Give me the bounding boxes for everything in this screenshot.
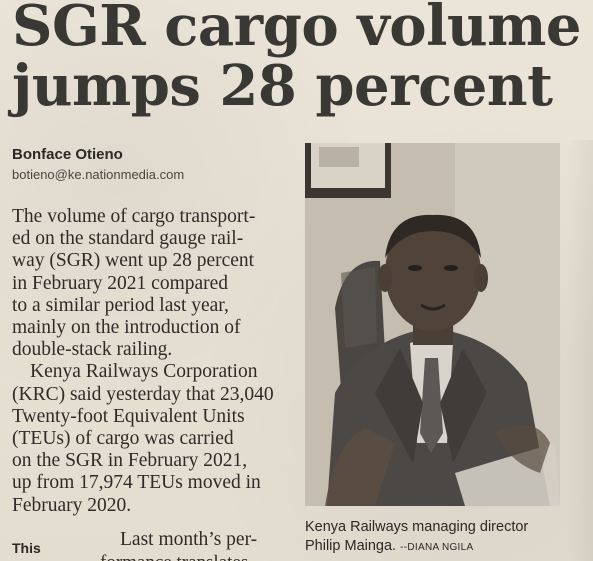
- text-line: The volume of cargo transport-: [12, 206, 256, 227]
- text-line: Twenty-foot Equivalent Units: [12, 405, 245, 427]
- text-line: ed on the standard gauge rail-: [12, 228, 244, 250]
- caption-line-1: Kenya Railways managing director: [305, 519, 529, 535]
- author-name: Bonface Otieno: [12, 146, 123, 163]
- text-line: double-stack railing.: [12, 339, 173, 361]
- text-line: on the SGR in February 2021,: [12, 450, 248, 472]
- page-edge-shadow: [566, 140, 593, 561]
- headline-line-2: jumps 28 percent: [12, 53, 553, 119]
- text-line: way (SGR) went up 28 percent: [12, 250, 255, 272]
- photo-caption: Kenya Railways managing director Philip …: [305, 518, 587, 557]
- portrait-illustration: [305, 143, 560, 506]
- photo-credit: --DIANA NGILA: [400, 542, 474, 553]
- paragraph-3-start: Last month’s per-: [120, 529, 258, 550]
- headline-line-1: SGR cargo volume: [12, 0, 581, 59]
- caption-name: Philip Mainga.: [305, 538, 397, 554]
- byline: Bonface Otieno botieno@ke.nationmedia.co…: [12, 146, 184, 182]
- text-line: (TEUs) of cargo was carried: [12, 428, 234, 450]
- text-line: Kenya Railways Corporation: [30, 361, 258, 383]
- text-line: (KRC) said yesterday that 23,040: [12, 383, 274, 405]
- text-line: in February 2021 compared: [12, 272, 229, 294]
- text-line: to a similar period last year,: [12, 294, 229, 316]
- article-body: The volume of cargo transport- ed on the…: [12, 206, 290, 517]
- text-line: February 2020.: [12, 494, 132, 516]
- caption-line-2: Philip Mainga. --DIANA NGILA: [305, 537, 587, 557]
- author-email: botieno@ke.nationmedia.com: [12, 167, 185, 182]
- news-photo: [305, 143, 560, 506]
- cut-off-line: formance translates: [100, 552, 280, 561]
- headline: SGR cargo volume jumps 28 percent: [12, 0, 587, 116]
- paragraph-2: Kenya Railways Corporation (KRC) said ye…: [12, 361, 290, 516]
- text-line: up from 17,974 TEUs moved in: [12, 472, 261, 494]
- text-line: mainly on the introduction of: [12, 317, 241, 339]
- subhead: This: [12, 540, 41, 556]
- paragraph-1: The volume of cargo transport- ed on the…: [12, 206, 290, 361]
